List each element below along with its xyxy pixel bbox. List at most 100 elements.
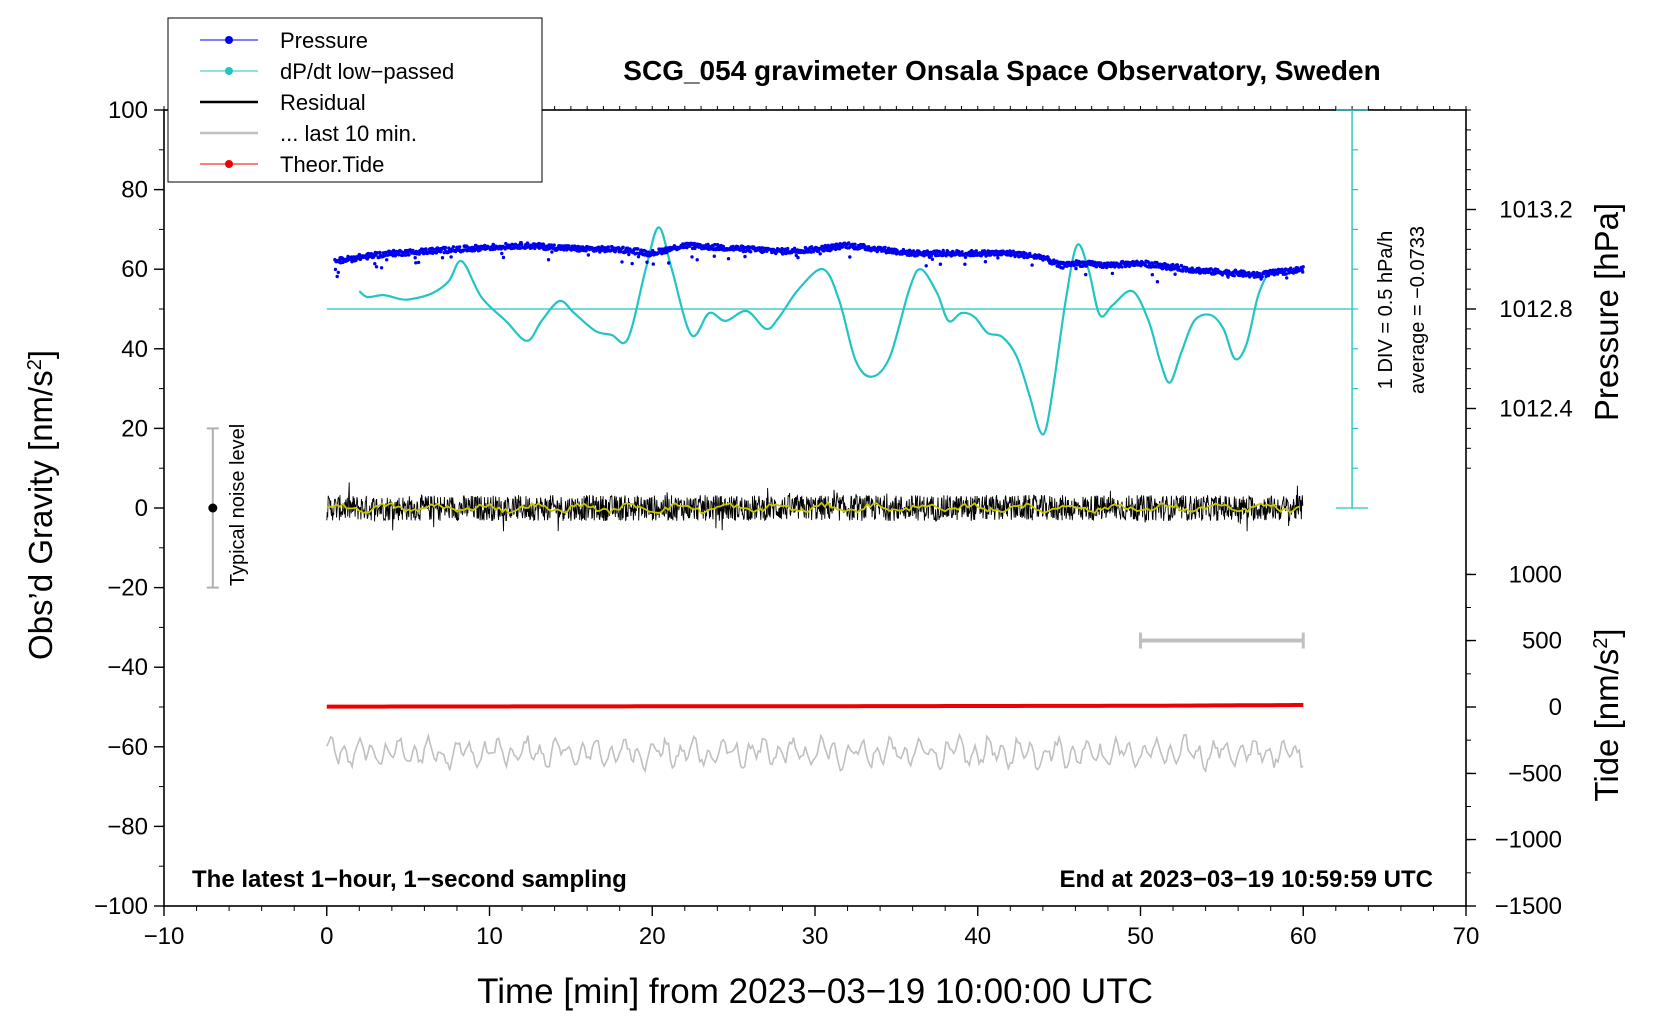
pressure-point	[567, 244, 571, 248]
pressure-point	[1284, 272, 1288, 276]
pressure-point	[651, 262, 655, 266]
pressure-point	[1301, 270, 1305, 274]
pressure-point	[974, 249, 978, 253]
pressure-point	[1173, 272, 1177, 276]
pressure-point	[1301, 265, 1305, 269]
pressure-point	[620, 260, 624, 264]
pressure-tick-label: 1012.4	[1499, 396, 1572, 423]
pressure-point	[1232, 274, 1237, 278]
y-tick-label: 80	[121, 177, 148, 204]
pressure-point	[848, 255, 852, 259]
pressure-point	[1174, 266, 1178, 270]
pressure-point	[374, 265, 379, 269]
pressure-point	[1266, 273, 1271, 278]
annotation-marks	[206, 109, 1369, 649]
pressure-point	[500, 251, 504, 256]
last-10-min-line	[326, 732, 1304, 774]
residual-smoothed-line	[326, 501, 1301, 515]
pressure-point	[743, 254, 747, 259]
legend-marker	[225, 67, 233, 75]
pressure-point	[1257, 271, 1262, 276]
legend-label: Pressure	[280, 28, 368, 53]
tide-tick-label: −500	[1508, 760, 1562, 787]
pressure-point	[416, 260, 421, 265]
pressure-series	[333, 241, 1305, 284]
pressure-point	[996, 256, 1000, 260]
pressure-point	[1285, 276, 1289, 280]
pressure-point	[619, 250, 623, 254]
pressure-point	[385, 258, 389, 262]
pressure-point	[883, 245, 887, 250]
y-axis-label-base: Obs’d Gravity [nm/s	[22, 370, 59, 660]
pressure-point	[623, 250, 628, 254]
x-axis-label: Time [min] from 2023−03−19 10:00:00 UTC	[477, 972, 1153, 1011]
pressure-point	[501, 255, 506, 260]
pressure-point	[690, 255, 694, 259]
pressure-point	[630, 261, 634, 266]
tide-tick-label: 1000	[1509, 561, 1562, 588]
pressure-point	[365, 257, 370, 261]
y-tick-label: −40	[107, 654, 148, 681]
pressure-point	[938, 262, 943, 266]
pressure-point	[929, 254, 933, 258]
pressure-axis-label: Pressure [hPa]	[1588, 203, 1625, 421]
pressure-point	[1084, 272, 1088, 277]
pressure-point	[712, 254, 716, 258]
pressure-point	[796, 255, 800, 260]
pressure-point	[457, 245, 462, 249]
pressure-point	[1030, 263, 1034, 267]
pressure-point	[1226, 275, 1230, 279]
x-tick-label: 40	[964, 923, 991, 950]
pressure-point	[786, 246, 790, 251]
pressure-point	[333, 267, 338, 272]
y-tick-label: 60	[121, 256, 148, 283]
pressure-point	[1120, 265, 1124, 269]
dpdt-series	[358, 226, 1267, 436]
legend-box	[167, 17, 543, 183]
dpdt-average-label: average = −0.0733	[1407, 226, 1429, 394]
pressure-point	[413, 256, 417, 260]
pressure-point	[982, 252, 986, 256]
pressure-point	[449, 255, 453, 259]
pressure-point	[963, 255, 968, 259]
x-tick-label: −10	[144, 923, 185, 950]
tide-axis-label-end: ]	[1588, 628, 1625, 637]
y-tick-label: 100	[108, 97, 148, 124]
pressure-point	[533, 246, 537, 251]
y-tick-label: −20	[107, 575, 148, 602]
y-axis-label-sup: 2	[24, 359, 46, 370]
pressure-point	[1252, 270, 1256, 275]
pressure-point	[627, 252, 631, 257]
pressure-point	[649, 253, 653, 257]
pressure-point	[391, 248, 396, 253]
pressure-point	[924, 264, 928, 268]
y-tick-label: −80	[107, 813, 148, 840]
pressure-point	[430, 246, 434, 251]
pressure-point	[586, 253, 591, 257]
legend-label: ... last 10 min.	[280, 121, 417, 146]
pressure-point	[1061, 266, 1065, 270]
axis-ticks: −10 0 10 20 30 40 50 60 70−100−80−60−40−20020406…	[94, 97, 1573, 950]
pressure-point	[1289, 266, 1293, 270]
pressure-point	[621, 245, 625, 249]
end-time-annotation: End at 2023−03−19 10:59:59 UTC	[1059, 866, 1433, 893]
pressure-point	[440, 256, 445, 260]
y-axis-label: Obs’d Gravity [nm/s2]	[22, 350, 59, 660]
pressure-point	[941, 248, 945, 253]
pressure-point	[1295, 266, 1300, 270]
last-10-min-series	[326, 732, 1304, 774]
pressure-point	[546, 258, 551, 262]
pressure-point	[378, 250, 382, 255]
pressure-point	[726, 257, 731, 261]
chart-title: SCG_054 gravimeter Onsala Space Observat…	[623, 55, 1380, 86]
pressure-point	[1180, 269, 1185, 273]
pressure-point	[550, 250, 554, 254]
legend-label: dP/dt low−passed	[280, 59, 454, 84]
pressure-point	[636, 255, 641, 259]
legend: Pressure dP/dt low−passed Residual ... last…	[167, 17, 543, 183]
pressure-point	[397, 253, 401, 257]
pressure-point	[983, 260, 988, 264]
pressure-point	[1022, 255, 1026, 260]
legend-marker	[225, 36, 233, 44]
